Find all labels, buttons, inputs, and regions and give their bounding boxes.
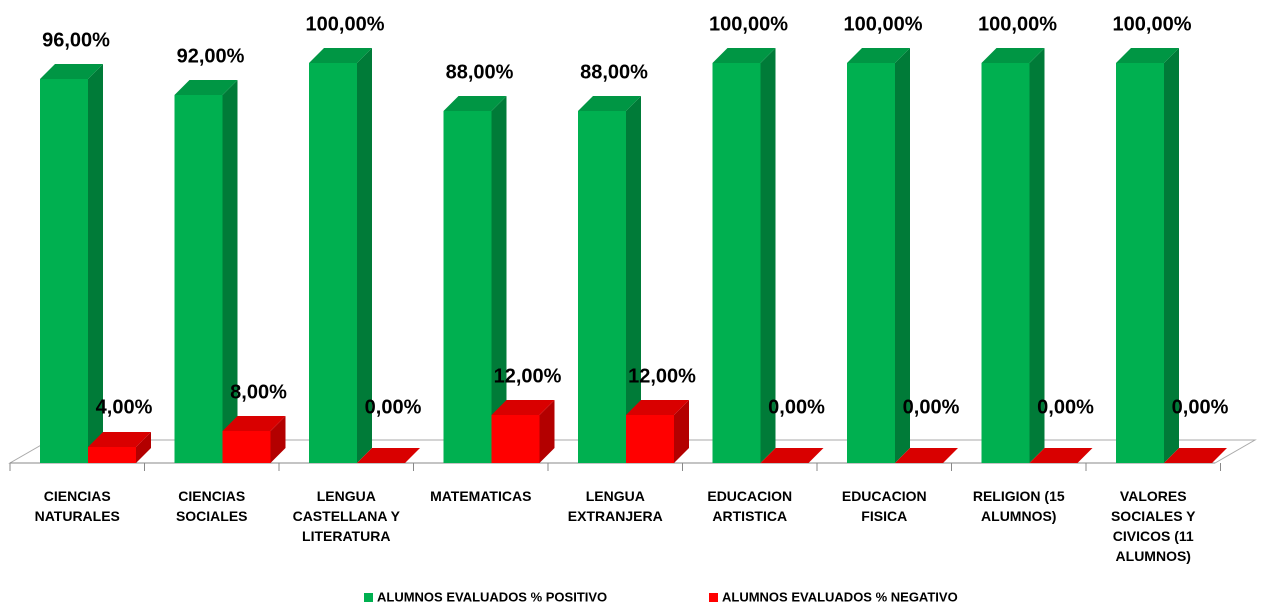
bar xyxy=(895,448,958,463)
bar xyxy=(40,64,103,463)
bar-top xyxy=(760,448,824,463)
data-label: 0,00% xyxy=(903,396,960,418)
bar-top xyxy=(174,80,238,95)
bar-front xyxy=(626,415,674,463)
bar-top xyxy=(626,400,689,415)
bar xyxy=(491,400,555,463)
data-label: 100,00% xyxy=(844,13,923,35)
bar-side xyxy=(539,400,555,463)
bar-top xyxy=(222,416,286,431)
data-label: 12,00% xyxy=(628,365,696,387)
bar-front xyxy=(712,63,761,463)
bar-front xyxy=(174,95,223,463)
legend-label: ALUMNOS EVALUADOS % POSITIVO xyxy=(377,589,607,604)
bar-front xyxy=(1116,63,1164,463)
bar-top xyxy=(88,432,151,447)
bar-top xyxy=(1116,48,1179,63)
bar xyxy=(578,96,641,463)
x-tick-label: MATEMATICAS xyxy=(430,488,532,504)
bar-front xyxy=(88,447,136,463)
data-label: 4,00% xyxy=(96,396,153,418)
bar-front xyxy=(847,63,895,463)
legend-label: ALUMNOS EVALUADOS % NEGATIVO xyxy=(722,589,958,604)
bar xyxy=(847,48,910,463)
data-label: 12,00% xyxy=(494,365,562,387)
bar-side xyxy=(1029,48,1045,463)
bar-front xyxy=(222,431,271,463)
data-label: 100,00% xyxy=(1113,13,1192,35)
data-label: 92,00% xyxy=(177,45,245,67)
bar-side xyxy=(895,48,910,463)
data-label: 0,00% xyxy=(365,396,422,418)
bar xyxy=(712,48,776,463)
bar-top xyxy=(1029,448,1093,463)
x-tick-label: VALORES SOCIALES Y CIVICOS (11 ALUMNOS) xyxy=(1110,488,1196,564)
bar xyxy=(760,448,824,463)
bar-top xyxy=(712,48,776,63)
bar xyxy=(174,80,238,463)
bar xyxy=(222,416,286,463)
bar-top xyxy=(357,448,420,463)
data-label: 88,00% xyxy=(446,61,514,83)
x-tick-label: CIENCIAS NATURALES xyxy=(34,488,120,524)
bar-top xyxy=(1164,448,1227,463)
legend-swatch xyxy=(709,593,718,602)
bar-top xyxy=(895,448,958,463)
x-tick-label: CIENCIAS SOCIALES xyxy=(175,488,248,524)
x-tick-label: LENGUA CASTELLANA Y LITERATURA xyxy=(292,488,400,544)
bar-front xyxy=(578,111,626,463)
legend-swatch xyxy=(364,593,373,602)
data-label: 100,00% xyxy=(978,13,1057,35)
bar-top xyxy=(309,48,372,63)
bar-side xyxy=(674,400,689,463)
bar xyxy=(1116,48,1179,463)
bar xyxy=(357,448,420,463)
x-tick-label: EDUCACION FISICA xyxy=(841,488,927,524)
bar-top xyxy=(443,96,507,111)
bar-front xyxy=(443,111,492,463)
bar-front xyxy=(491,415,540,463)
bar-top xyxy=(491,400,555,415)
data-label: 100,00% xyxy=(709,13,788,35)
data-label: 0,00% xyxy=(1037,396,1094,418)
data-label: 8,00% xyxy=(230,381,287,403)
bar-top xyxy=(40,64,103,79)
bar-top xyxy=(847,48,910,63)
bar xyxy=(309,48,372,463)
bar xyxy=(88,432,151,463)
bar-front xyxy=(40,79,88,463)
bar-top xyxy=(578,96,641,111)
bar-side xyxy=(136,432,151,463)
bar-front xyxy=(309,63,357,463)
x-tick-label: RELIGION (15 ALUMNOS) xyxy=(972,488,1065,524)
x-tick-label: LENGUA EXTRANJERA xyxy=(567,488,663,524)
data-label: 96,00% xyxy=(42,29,110,51)
bar-front xyxy=(981,63,1030,463)
bar xyxy=(1029,448,1093,463)
bar-side xyxy=(760,48,776,463)
x-tick-label: EDUCACION ARTISTICA xyxy=(707,488,793,524)
bar-side xyxy=(357,48,372,463)
bar-side xyxy=(491,96,507,463)
bar-side xyxy=(270,416,286,463)
bar-side xyxy=(626,96,641,463)
bar xyxy=(981,48,1045,463)
bar-side xyxy=(88,64,103,463)
bar xyxy=(626,400,689,463)
bar-side xyxy=(222,80,238,463)
data-label: 0,00% xyxy=(768,396,825,418)
data-label: 0,00% xyxy=(1172,396,1229,418)
bar xyxy=(1164,448,1227,463)
data-label: 100,00% xyxy=(306,13,385,35)
bar-side xyxy=(1164,48,1179,463)
bar-top xyxy=(981,48,1045,63)
bar xyxy=(443,96,507,463)
data-label: 88,00% xyxy=(580,61,648,83)
